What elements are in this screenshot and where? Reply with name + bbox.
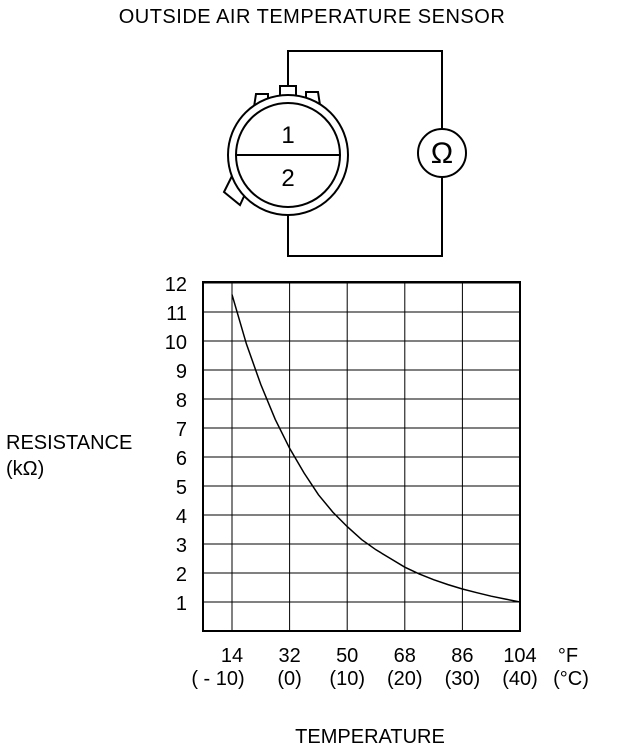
y-tick-label: 7 <box>176 419 187 441</box>
chart-frame <box>202 281 521 632</box>
test-circuit <box>287 50 443 257</box>
y-tick-label: 11 <box>166 303 187 325</box>
wire-top <box>287 50 443 129</box>
x-tick-label-celsius: (0) <box>277 668 301 690</box>
pin-1-label: 1 <box>281 122 294 149</box>
x-tick-label-celsius: (30) <box>445 668 481 690</box>
x-tick-label-fahrenheit: 86 <box>451 645 473 667</box>
x-unit-fahrenheit: °F <box>558 645 578 667</box>
ohmmeter-icon: Ω <box>417 128 467 178</box>
y-tick-label: 3 <box>176 535 187 557</box>
x-tick-label-celsius: (20) <box>387 668 423 690</box>
x-unit-celsius: (°C) <box>553 668 589 690</box>
pin-2-label: 2 <box>281 165 294 192</box>
x-tick-label-fahrenheit: 68 <box>394 645 416 667</box>
x-tick-label-celsius: (10) <box>329 668 365 690</box>
y-tick-label: 10 <box>165 332 187 354</box>
x-axis-label: TEMPERATURE <box>295 726 445 748</box>
y-tick-labels: 12 11 10 9 8 7 6 5 4 3 2 1 <box>165 274 187 615</box>
x-tick-label-fahrenheit: 32 <box>278 645 300 667</box>
x-tick-label-fahrenheit: 14 <box>221 645 243 667</box>
y-tick-label: 8 <box>176 390 187 412</box>
x-tick-label-celsius: (40) <box>502 668 538 690</box>
connector-latch <box>222 175 247 207</box>
x-tick-label-fahrenheit: 50 <box>336 645 358 667</box>
y-tick-label: 12 <box>165 274 187 296</box>
y-tick-label: 2 <box>176 564 187 586</box>
chart-grid <box>203 282 521 631</box>
y-tick-label: 9 <box>176 361 187 383</box>
y-tick-label: 4 <box>176 506 187 528</box>
y-tick-label: 5 <box>176 477 187 499</box>
x-tick-labels: 14 32 50 68 86 104 ( - 10) (0) (10) (20) (30) (40) <box>191 645 537 690</box>
diagram-title: OUTSIDE AIR TEMPERATURE SENSOR <box>118 6 506 28</box>
y-axis-unit: (kΩ) <box>6 458 45 480</box>
resistance-curve <box>231 294 521 603</box>
x-tick-label-celsius: ( - 10) <box>191 668 244 690</box>
x-tick-label-fahrenheit: 104 <box>503 645 536 667</box>
wire-bottom <box>287 177 443 257</box>
sensor-connector-icon <box>222 85 349 216</box>
y-tick-label: 1 <box>176 593 187 615</box>
y-tick-label: 6 <box>176 448 187 470</box>
y-axis-label: RESISTANCE <box>6 432 133 454</box>
ohm-symbol: Ω <box>431 137 453 170</box>
